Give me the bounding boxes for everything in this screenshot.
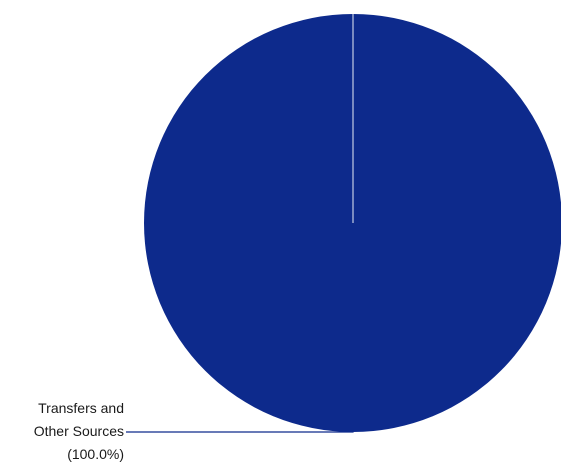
slice-labels: Transfers and Other Sources (100.0%): [34, 400, 124, 462]
slice-label-line-2: Other Sources: [34, 423, 124, 439]
pie-slices: [126, 14, 561, 433]
slice-label-line-1: Transfers and: [38, 400, 124, 416]
slice-label-line-3: (100.0%): [67, 446, 124, 462]
slice-leader-line: [126, 430, 354, 433]
